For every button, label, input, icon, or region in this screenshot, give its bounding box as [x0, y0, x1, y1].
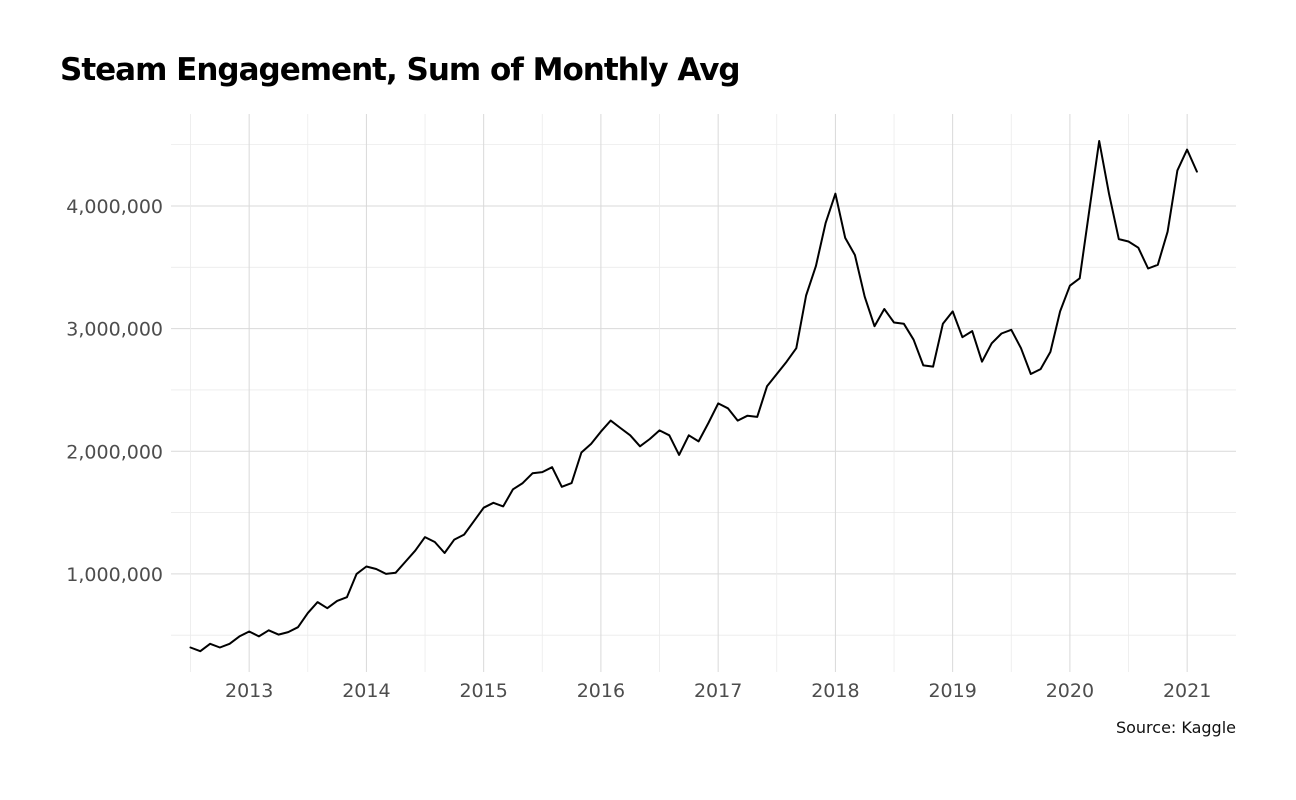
- chart-title: Steam Engagement, Sum of Monthly Avg: [60, 52, 741, 88]
- series-line: [189, 140, 1198, 653]
- x-tick-label: 2016: [577, 680, 625, 702]
- y-tick-label: 3,000,000: [66, 319, 163, 341]
- x-tick-label: 2015: [459, 680, 507, 702]
- x-tick-label: 2017: [694, 680, 742, 702]
- grid-layer: [171, 114, 1236, 672]
- series-layer: [189, 140, 1198, 653]
- x-tick-label: 2019: [928, 680, 976, 702]
- y-axis-ticks: 1,000,000 2,000,000 3,000,000 4,000,000: [66, 196, 163, 586]
- y-tick-label: 1,000,000: [66, 564, 163, 586]
- chart-caption: Source: Kaggle: [1115, 718, 1236, 737]
- x-tick-label: 2018: [811, 680, 859, 702]
- x-tick-label: 2013: [225, 680, 273, 702]
- x-tick-label: 2014: [342, 680, 390, 702]
- x-tick-label: 2020: [1046, 680, 1094, 702]
- x-axis-ticks: 2013 2014 2015 2016 2017 2018 2019 2020 2021: [225, 680, 1211, 702]
- x-tick-label: 2021: [1163, 680, 1211, 702]
- y-tick-label: 4,000,000: [66, 196, 163, 218]
- y-tick-label: 2,000,000: [66, 441, 163, 463]
